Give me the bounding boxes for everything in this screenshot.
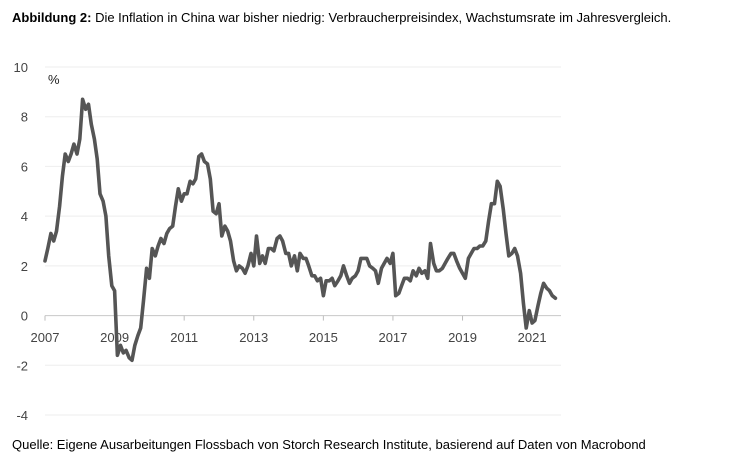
x-tick-label: 2007	[31, 330, 60, 345]
series-layer	[43, 97, 558, 363]
title-prefix: Abbildung 2:	[12, 10, 92, 25]
y-tick-label: 8	[21, 110, 28, 125]
x-tick-label: 2019	[448, 330, 477, 345]
x-tick-label: 2017	[378, 330, 407, 345]
y-tick-label: 4	[21, 209, 28, 224]
x-tick-label: 2011	[170, 330, 198, 345]
y-tick-label: -2	[16, 358, 28, 373]
x-tick-label: 2013	[239, 330, 268, 345]
source-note: Quelle: Eigene Ausarbeitungen Flossbach …	[12, 437, 646, 452]
x-tick-label: 2009	[100, 330, 129, 345]
y-tick-label: 2	[21, 259, 28, 274]
series-line-cpi	[43, 97, 558, 363]
title-text: Die Inflation in China war bisher niedri…	[95, 10, 672, 25]
y-tick-label: 6	[21, 159, 28, 174]
y-tick-label: -4	[16, 408, 28, 423]
y-tick-label: 10	[14, 60, 28, 75]
x-tick-label: 2015	[309, 330, 338, 345]
x-tick-label: 2021	[518, 330, 547, 345]
y-unit-label: %	[48, 72, 60, 87]
y-axis-ticks: -4 -2 0 2 4 6 8 10	[14, 60, 28, 423]
y-tick-label: 0	[21, 309, 28, 324]
grid-lines	[45, 66, 561, 416]
chart-title: Abbildung 2: Die Inflation in China war …	[12, 10, 671, 25]
x-axis-ticks: 2007 2009 2011 2013 2015 2017 2019 2021	[31, 315, 547, 345]
